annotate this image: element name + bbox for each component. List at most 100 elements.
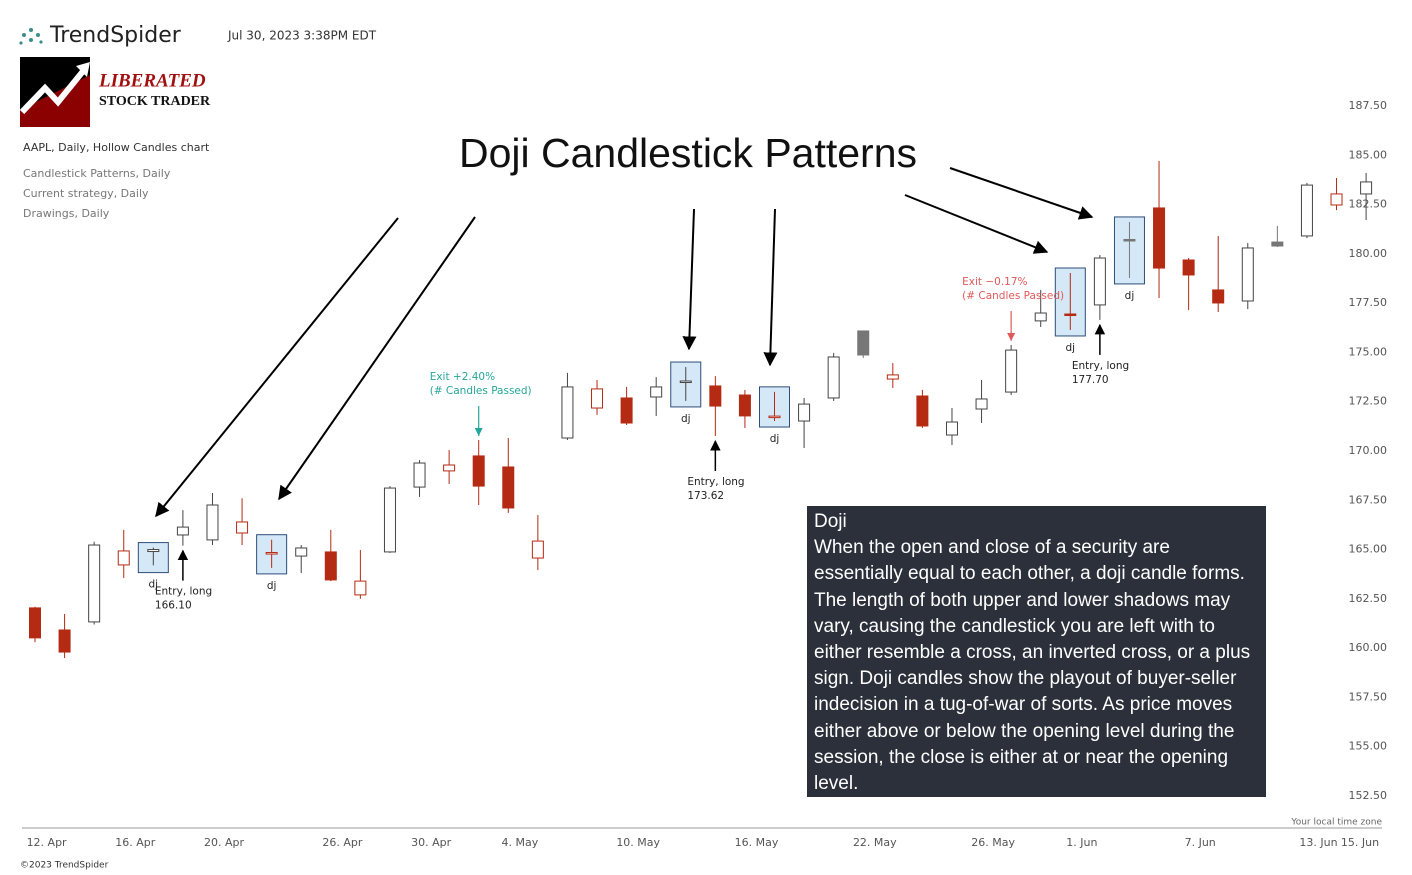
- legend-item: Candlestick Patterns, Daily: [23, 167, 171, 180]
- candle-body: [1005, 349, 1018, 393]
- info-box: Doji When the open and close of a securi…: [807, 506, 1266, 797]
- exit-label: Exit +2.40%: [430, 371, 495, 383]
- candle-body: [916, 395, 929, 427]
- candle-body: [768, 415, 781, 419]
- x-tick-label: 1. Jun: [1066, 836, 1097, 849]
- x-tick-label: 15. Jun: [1341, 836, 1379, 849]
- y-tick-label: 177.50: [1349, 296, 1388, 309]
- pattern-label: dj: [1125, 290, 1135, 302]
- legend-item: Current strategy, Daily: [23, 187, 149, 200]
- candle-body: [945, 421, 958, 436]
- copyright: ©2023 TrendSpider: [20, 861, 109, 871]
- y-tick-label: 175.00: [1349, 345, 1388, 358]
- entry-label: Entry, long: [155, 586, 212, 598]
- exit-arrowhead: [1007, 332, 1016, 341]
- candle-body: [265, 552, 278, 555]
- pattern-label: dj: [149, 579, 159, 591]
- entry-price: 173.62: [687, 490, 724, 502]
- candle-body: [1034, 312, 1047, 322]
- y-tick-label: 162.50: [1349, 592, 1388, 605]
- candle-body: [650, 386, 663, 398]
- exit-note: (# Candles Passed): [430, 385, 532, 397]
- x-tick-label: 16. May: [735, 836, 779, 849]
- candle-body: [236, 521, 249, 534]
- candle-body: [383, 487, 396, 553]
- x-tick-label: 7. Jun: [1185, 836, 1216, 849]
- legend-item: Drawings, Daily: [23, 207, 110, 220]
- y-tick-label: 170.00: [1349, 444, 1388, 457]
- x-tick-label: 16. Apr: [115, 836, 155, 849]
- candle-body: [147, 549, 160, 553]
- x-tick-label: 30. Apr: [411, 836, 451, 849]
- x-tick-label: 20. Apr: [204, 836, 244, 849]
- candle-body: [295, 547, 308, 557]
- y-tick-label: 160.00: [1349, 641, 1388, 654]
- exit-note: (# Candles Passed): [962, 290, 1064, 302]
- y-tick-label: 182.50: [1349, 198, 1388, 211]
- candle-body: [88, 544, 101, 623]
- candle-body: [117, 550, 130, 566]
- x-tick-label: 13. Jun: [1299, 836, 1337, 849]
- entry-price: 177.70: [1072, 374, 1109, 386]
- candle-body: [58, 629, 71, 653]
- x-tick-label: 26. Apr: [322, 836, 362, 849]
- x-tick-label: 12. Apr: [27, 836, 67, 849]
- entry-label: Entry, long: [1072, 360, 1129, 372]
- logo-text: LIBERATED: [98, 70, 206, 91]
- candle-body: [886, 374, 899, 380]
- candle-body: [1123, 238, 1136, 242]
- pattern-label: dj: [681, 413, 691, 425]
- x-tick-label: 22. May: [853, 836, 897, 849]
- candle-body: [827, 356, 840, 399]
- candle-body: [324, 551, 337, 581]
- x-tick-label: 10. May: [616, 836, 660, 849]
- candle-body: [738, 394, 751, 417]
- info-text: When the open and close of a security ar…: [814, 537, 1251, 795]
- candle-body: [857, 330, 870, 356]
- chart-title: Doji Candlestick Patterns: [459, 130, 917, 176]
- candle-body: [561, 386, 574, 439]
- y-tick-label: 185.00: [1349, 148, 1388, 161]
- candle-body: [443, 464, 456, 472]
- candle-body: [413, 462, 426, 488]
- info-title: Doji: [814, 511, 847, 532]
- y-tick-label: 157.50: [1349, 690, 1388, 703]
- y-tick-label: 180.00: [1349, 247, 1388, 260]
- candle-body: [1093, 257, 1106, 306]
- y-tick-label: 187.50: [1349, 99, 1388, 112]
- candle-body: [1212, 289, 1225, 304]
- candle-body: [1271, 241, 1284, 247]
- exit-arrowhead: [474, 427, 483, 436]
- candle-body: [502, 466, 515, 509]
- timezone: Your local time zone: [1290, 818, 1382, 828]
- candle-body: [1330, 193, 1343, 206]
- candle-body: [1153, 207, 1166, 269]
- y-tick-label: 152.50: [1349, 789, 1388, 802]
- y-tick-label: 165.00: [1349, 543, 1388, 556]
- candle-body: [1300, 184, 1313, 237]
- candle-body: [620, 397, 633, 424]
- brand: TrendSpider: [49, 23, 182, 48]
- entry-label: Entry, long: [687, 476, 744, 488]
- candle-body: [206, 504, 219, 541]
- candle-body: [176, 526, 189, 536]
- candle-body: [1360, 181, 1373, 195]
- candle-body: [1064, 313, 1077, 317]
- candle-body: [1241, 247, 1254, 302]
- exit-label: Exit −0.17%: [962, 276, 1027, 288]
- y-tick-label: 155.00: [1349, 740, 1388, 753]
- candle-body: [591, 388, 604, 409]
- candle-body: [1182, 259, 1195, 276]
- candle-body: [798, 403, 811, 422]
- candle-body: [472, 455, 485, 487]
- pattern-label: dj: [267, 580, 277, 592]
- y-tick-label: 172.50: [1349, 395, 1388, 408]
- entry-price: 166.10: [155, 600, 192, 612]
- candle-body: [975, 398, 988, 410]
- legend-item: AAPL, Daily, Hollow Candles chart: [23, 141, 210, 154]
- y-tick-label: 167.50: [1349, 493, 1388, 506]
- candle-body: [354, 580, 367, 596]
- logo-text: STOCK TRADER: [99, 94, 211, 109]
